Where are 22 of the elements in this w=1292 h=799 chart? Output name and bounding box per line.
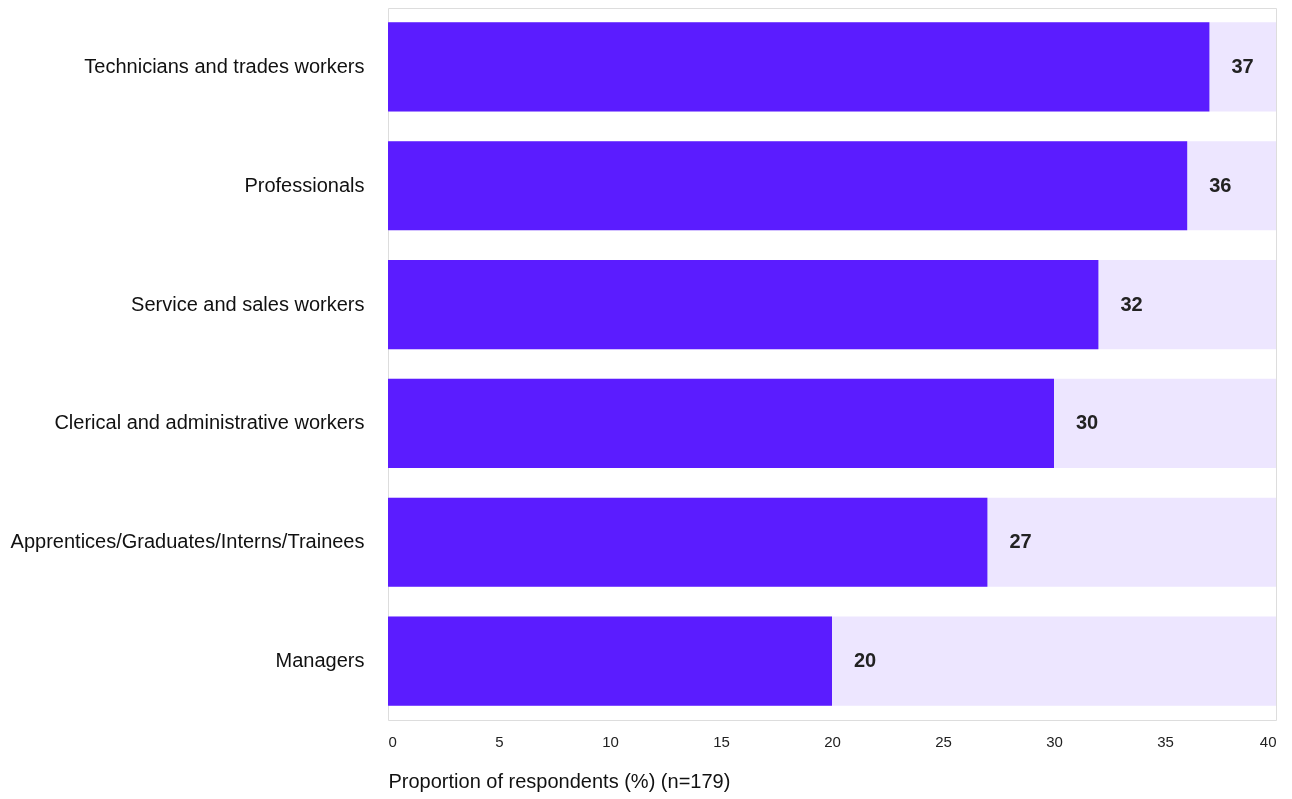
x-tick-label: 5 bbox=[495, 732, 504, 750]
data-label: 27 bbox=[1009, 530, 1032, 553]
data-label: 30 bbox=[1076, 411, 1099, 434]
y-tick-label: Technicians and trades workers bbox=[84, 54, 365, 77]
x-tick-label: 15 bbox=[713, 732, 730, 750]
data-label: 37 bbox=[1231, 54, 1254, 77]
data-label: 32 bbox=[1120, 292, 1143, 315]
x-tick-label: 0 bbox=[388, 732, 397, 750]
x-tick-label: 35 bbox=[1157, 732, 1174, 750]
x-tick-label: 10 bbox=[602, 732, 619, 750]
x-tick-label: 25 bbox=[935, 732, 952, 750]
data-label: 20 bbox=[854, 649, 877, 672]
y-tick-label: Managers bbox=[275, 649, 365, 672]
data-label: 36 bbox=[1209, 173, 1232, 196]
y-tick-label: Apprentices/Graduates/Interns/Trainees bbox=[10, 530, 365, 553]
y-tick-label: Clerical and administrative workers bbox=[54, 411, 365, 434]
x-axis-title: Proportion of respondents (%) (n=179) bbox=[388, 769, 731, 792]
y-tick-label: Professionals bbox=[244, 173, 365, 196]
x-tick-label: 20 bbox=[824, 732, 841, 750]
x-tick-label: 40 bbox=[1259, 732, 1277, 750]
x-tick-label: 30 bbox=[1046, 732, 1063, 750]
y-tick-label: Service and sales workers bbox=[131, 292, 365, 315]
